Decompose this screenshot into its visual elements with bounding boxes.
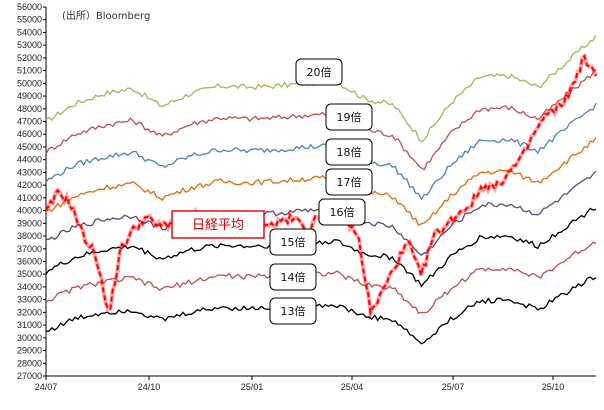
y-tick-label: 37000: [17, 244, 42, 254]
nikkei-label-box: [171, 210, 265, 239]
multiple-label: 18倍: [337, 145, 362, 159]
y-tick-label: 51000: [17, 66, 42, 76]
y-tick-label: 30000: [17, 333, 42, 343]
y-tick-label: 35000: [17, 269, 42, 279]
x-tick-label: 24/10: [138, 382, 161, 392]
y-tick-label: 34000: [17, 282, 42, 292]
y-tick-label: 56000: [17, 2, 42, 12]
x-tick-label: 24/07: [35, 382, 58, 392]
y-tick-label: 53000: [17, 40, 42, 50]
multiple-label-box: [325, 138, 373, 166]
multiple-label: 16倍: [330, 205, 355, 219]
multiple-label-box: [325, 168, 373, 196]
multiple-line: [45, 68, 597, 171]
y-tick-label: 39000: [17, 218, 42, 228]
multiple-line: [45, 241, 597, 315]
multiple-label-box: [269, 297, 317, 325]
y-tick-label: 44000: [17, 155, 42, 165]
multiple-label-box: [269, 263, 317, 291]
x-tick-label: 25/10: [542, 382, 565, 392]
nikkei-label: 日経平均: [192, 218, 244, 233]
y-tick-label: 36000: [17, 256, 42, 266]
y-tick-label: 50000: [17, 78, 42, 88]
y-tick-label: 47000: [17, 117, 42, 127]
x-tick-label: 25/07: [442, 382, 465, 392]
y-tick-label: 31000: [17, 320, 42, 330]
multiple-label-box: [269, 228, 317, 256]
y-tick-label: 54000: [17, 27, 42, 37]
y-tick-label: 27000: [17, 371, 42, 381]
multiple-label: 13倍: [281, 304, 306, 318]
y-tick-label: 46000: [17, 129, 42, 139]
multiple-line: [45, 136, 597, 227]
multiple-label-box: [295, 58, 343, 86]
multiple-line: [45, 34, 597, 143]
source-label: (出所）Bloomberg: [62, 9, 150, 22]
y-tick-label: 48000: [17, 104, 42, 114]
multiple-label: 15倍: [281, 235, 306, 249]
x-tick-label: 25/01: [241, 382, 264, 392]
x-axis: 24/07 24/10 25/01 25/04 25/07 25/10: [35, 375, 596, 392]
label-layer: 20倍 19倍 18倍 17倍 16倍 15倍 14倍 13倍 日経平均: [171, 58, 373, 325]
x-tick-label: 25/04: [341, 382, 364, 392]
y-tick-label: 29000: [17, 346, 42, 356]
y-tick-label: 43000: [17, 167, 42, 177]
multiple-line: [45, 103, 597, 201]
y-tick-label: 32000: [17, 307, 42, 317]
y-tick-label: 42000: [17, 180, 42, 190]
y-tick-label: 33000: [17, 295, 42, 305]
multiple-label: 20倍: [307, 65, 332, 79]
multiple-label-box: [325, 103, 373, 131]
multiple-label: 19倍: [337, 110, 362, 124]
y-axis: 27000 28000 29000 30000 31000 32000 33000 34000…: [17, 2, 47, 381]
y-tick-label: 28000: [17, 358, 42, 368]
multiple-label-box: [318, 198, 366, 226]
y-tick-label: 52000: [17, 53, 42, 63]
multiple-line: [45, 207, 597, 288]
multiple-line: [46, 276, 597, 345]
y-tick-label: 45000: [17, 142, 42, 152]
y-tick-label: 41000: [17, 193, 42, 203]
y-tick-label: 40000: [17, 206, 42, 216]
y-tick-label: 38000: [17, 231, 42, 241]
y-tick-label: 49000: [17, 91, 42, 101]
y-tick-label: 55000: [17, 15, 42, 25]
multiple-label: 14倍: [281, 270, 306, 284]
multiple-label: 17倍: [337, 175, 362, 189]
